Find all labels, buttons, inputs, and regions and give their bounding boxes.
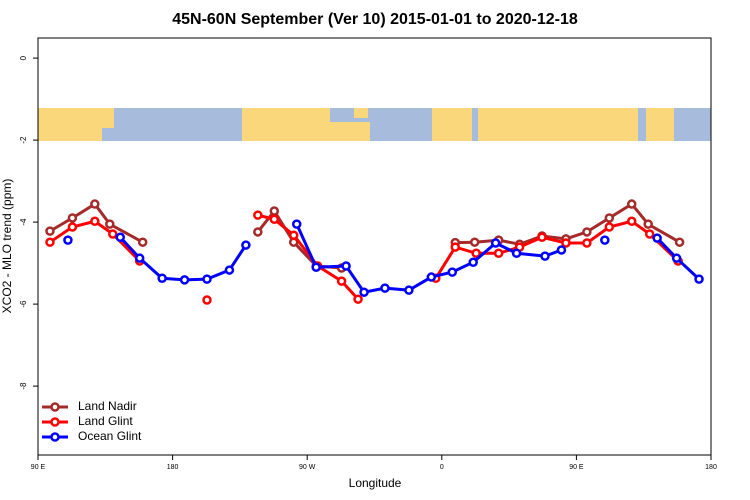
x-tick-label: 90 E <box>569 464 584 471</box>
data-point <box>380 283 390 293</box>
data-point <box>359 287 369 297</box>
data-point <box>241 240 251 250</box>
data-point <box>674 237 685 247</box>
data-point <box>291 219 302 229</box>
data-point <box>450 242 461 252</box>
data-point <box>582 238 592 248</box>
legend-label: Land Nadir <box>78 399 137 413</box>
data-point <box>157 273 167 284</box>
data-point <box>108 229 118 239</box>
y-tick-label: -6 <box>19 300 28 308</box>
data-point <box>468 257 478 268</box>
data-point <box>341 261 351 271</box>
y-tick-label: 0 <box>19 55 28 60</box>
data-point <box>604 213 615 223</box>
data-point <box>45 237 55 247</box>
chart-title: 45N-60N September (Ver 10) 2015-01-01 to… <box>172 11 578 28</box>
data-point <box>179 275 190 285</box>
data-point <box>404 285 414 295</box>
legend-marker <box>50 402 60 412</box>
legend-marker <box>50 417 60 427</box>
data-point <box>105 219 115 229</box>
data-point <box>626 216 637 227</box>
data-point <box>353 294 363 304</box>
x-tick-label: 90 E <box>31 464 46 471</box>
data-point <box>490 238 501 248</box>
data-point <box>202 295 212 305</box>
data-point <box>224 265 235 275</box>
x-tick-label: 90 W <box>299 464 316 471</box>
data-point <box>253 210 263 220</box>
map-band <box>38 108 711 141</box>
data-point <box>626 199 637 209</box>
legend-label: Land Glint <box>78 414 133 428</box>
data-point <box>288 230 299 240</box>
data-point <box>253 227 263 237</box>
data-point <box>311 262 321 272</box>
data-point <box>134 253 145 263</box>
data-point <box>67 213 78 223</box>
data-point <box>336 276 347 286</box>
data-point <box>202 274 212 284</box>
data-point <box>643 219 653 229</box>
data-point <box>137 237 148 247</box>
x-tick-label: 180 <box>167 464 179 471</box>
y-tick-label: -2 <box>19 136 28 144</box>
data-point <box>582 227 592 237</box>
x-axis-label: Longitude <box>349 476 402 490</box>
data-point <box>471 248 481 259</box>
data-point <box>604 222 615 232</box>
data-point <box>269 214 280 224</box>
y-tick-label: -4 <box>19 218 28 226</box>
data-point <box>671 253 682 263</box>
data-point <box>90 216 100 227</box>
data-point <box>90 199 100 209</box>
y-axis-label: XCO2 - MLO trend (ppm) <box>0 179 14 314</box>
data-point <box>540 251 550 261</box>
data-point <box>45 226 55 236</box>
x-tick-label: 180 <box>705 464 717 471</box>
data-point <box>652 233 662 243</box>
plot-frame <box>37 37 712 456</box>
data-point <box>115 232 126 243</box>
data-point <box>600 235 610 245</box>
data-point <box>63 235 73 245</box>
data-point <box>694 274 704 284</box>
data-point <box>537 232 547 243</box>
legend-label: Ocean Glint <box>78 429 142 443</box>
x-tick-label: 0 <box>440 464 444 471</box>
y-tick-label: -8 <box>19 382 28 390</box>
data-point <box>67 222 78 232</box>
data-point <box>493 248 504 259</box>
data-point <box>561 238 571 248</box>
legend-marker <box>50 432 60 442</box>
data-point <box>469 237 480 247</box>
data-point <box>511 248 522 259</box>
data-point <box>644 229 655 239</box>
data-point <box>447 267 458 277</box>
data-point <box>426 272 437 282</box>
data-point <box>556 245 567 255</box>
data-point <box>269 206 280 216</box>
